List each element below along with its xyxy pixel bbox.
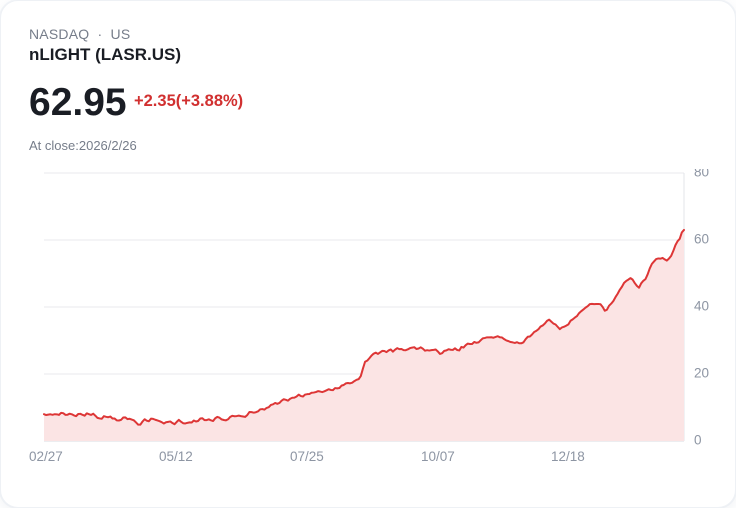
svg-text:07/25: 07/25 <box>290 449 324 464</box>
svg-text:60: 60 <box>694 232 709 247</box>
svg-text:02/27: 02/27 <box>29 449 63 464</box>
svg-text:40: 40 <box>694 299 709 314</box>
svg-text:05/12: 05/12 <box>159 449 193 464</box>
svg-text:20: 20 <box>694 366 709 381</box>
svg-text:80: 80 <box>694 169 709 180</box>
svg-text:10/07: 10/07 <box>421 449 455 464</box>
svg-text:0: 0 <box>694 433 702 448</box>
svg-text:12/18: 12/18 <box>551 449 585 464</box>
